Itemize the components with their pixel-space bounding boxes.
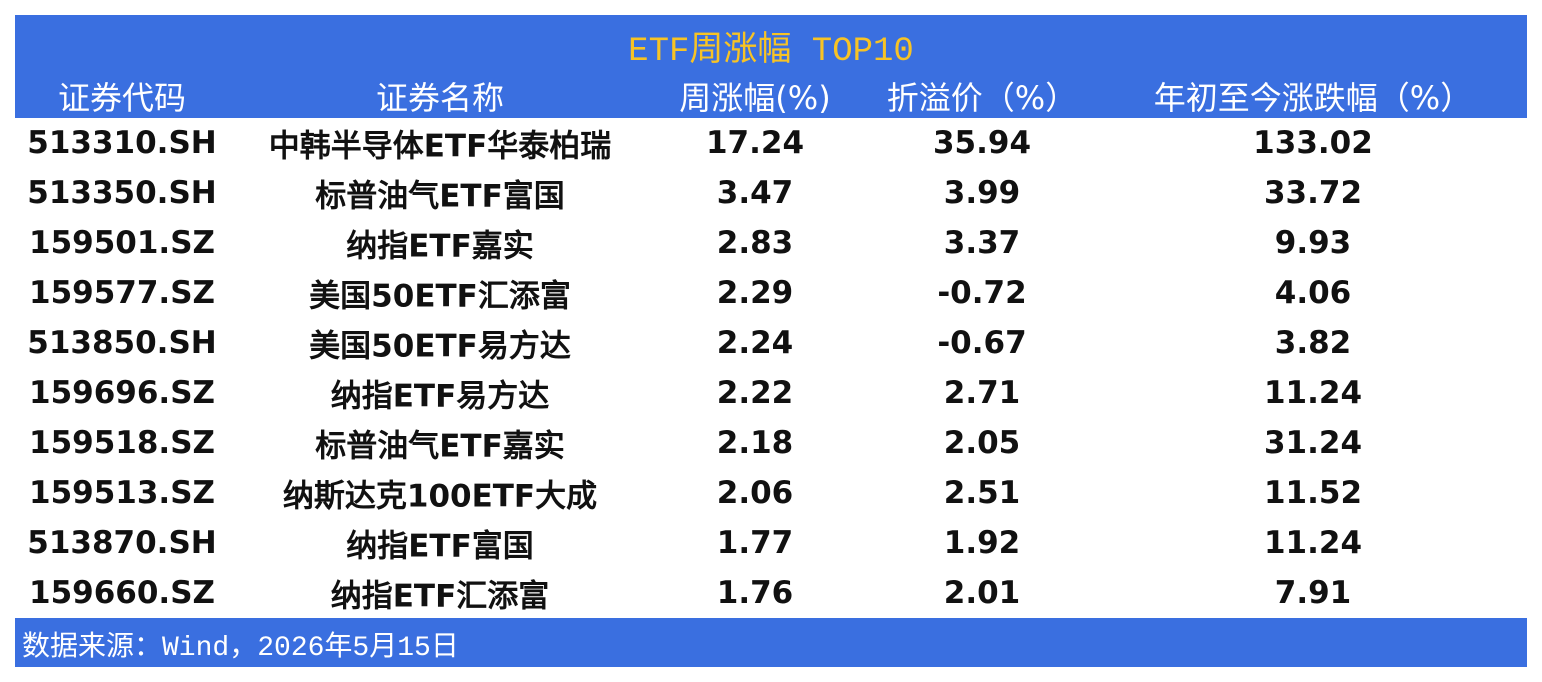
- table-cell: 9.93: [1274, 225, 1352, 261]
- table-cell: 3.47: [716, 175, 794, 211]
- table-cell: 11.52: [1263, 475, 1363, 511]
- table-cell: 7.91: [1274, 575, 1352, 611]
- table-cell: 纳指ETF嘉实: [346, 228, 534, 265]
- table-cell: 513850.SH: [27, 325, 217, 361]
- column-header: 周涨幅(%): [679, 79, 831, 117]
- column-header: 证券代码: [57, 79, 187, 117]
- table-cell: 1.76: [716, 575, 794, 611]
- table-cell: 纳指ETF易方达: [330, 378, 550, 415]
- table-cell: 159513.SZ: [29, 475, 215, 511]
- table-cell: 3.99: [943, 175, 1021, 211]
- table-cell: 159501.SZ: [29, 225, 215, 261]
- table-cell: 中韩半导体ETF华泰柏瑞: [268, 128, 612, 165]
- title: ETF周涨幅 TOP10: [628, 33, 914, 71]
- table-cell: 3.82: [1274, 325, 1352, 361]
- table-cell: 2.05: [943, 425, 1021, 461]
- column-header: 证券名称: [375, 79, 505, 117]
- table-cell: 31.24: [1263, 425, 1363, 461]
- table-cell: 159696.SZ: [29, 375, 215, 411]
- table-cell: 2.18: [716, 425, 794, 461]
- table-cell: 纳指ETF富国: [346, 528, 534, 565]
- header-band: [15, 15, 1527, 118]
- table-cell: -0.67: [937, 325, 1027, 361]
- table-cell: 2.06: [716, 475, 794, 511]
- table-cell: 4.06: [1274, 275, 1352, 311]
- table-cell: 标普油气ETF嘉实: [315, 428, 565, 465]
- table-cell: 1.77: [716, 525, 794, 561]
- table-cell: 2.24: [716, 325, 794, 361]
- table-cell: 11.24: [1263, 525, 1363, 561]
- table-cell: 513870.SH: [27, 525, 217, 561]
- table-cell: 133.02: [1253, 125, 1373, 161]
- table-cell: 2.83: [716, 225, 794, 261]
- table-cell: 159660.SZ: [29, 575, 215, 611]
- table-cell: 513310.SH: [27, 125, 217, 161]
- table-cell: 3.37: [943, 225, 1021, 261]
- table-cell: 纳斯达克100ETF大成: [282, 478, 598, 515]
- table-cell: 2.01: [943, 575, 1021, 611]
- table-cell: 标普油气ETF富国: [315, 178, 565, 215]
- table-cell: 2.29: [716, 275, 794, 311]
- table-cell: 2.22: [716, 375, 794, 411]
- table-cell: 33.72: [1263, 175, 1363, 211]
- table-cell: 美国50ETF易方达: [309, 328, 571, 365]
- table-cell: 513350.SH: [27, 175, 217, 211]
- footer-band: [15, 618, 1527, 667]
- table-cell: -0.72: [937, 275, 1027, 311]
- table-cell: 1.92: [943, 525, 1021, 561]
- table-cell: 159577.SZ: [29, 275, 215, 311]
- table-cell: 159518.SZ: [29, 425, 215, 461]
- table-cell: 17.24: [705, 125, 805, 161]
- table-cell: 11.24: [1263, 375, 1363, 411]
- table-cell: 2.51: [943, 475, 1021, 511]
- source-note: 数据来源：Wind，2026年5月15日: [22, 633, 459, 664]
- column-header: 年初至今涨跌幅（%）: [1153, 79, 1473, 117]
- table-cell: 2.71: [943, 375, 1021, 411]
- column-header: 折溢价（%）: [886, 79, 1078, 117]
- table-cell: 35.94: [932, 125, 1032, 161]
- table-cell: 美国50ETF汇添富: [309, 278, 571, 315]
- table-cell: 纳指ETF汇添富: [330, 578, 550, 615]
